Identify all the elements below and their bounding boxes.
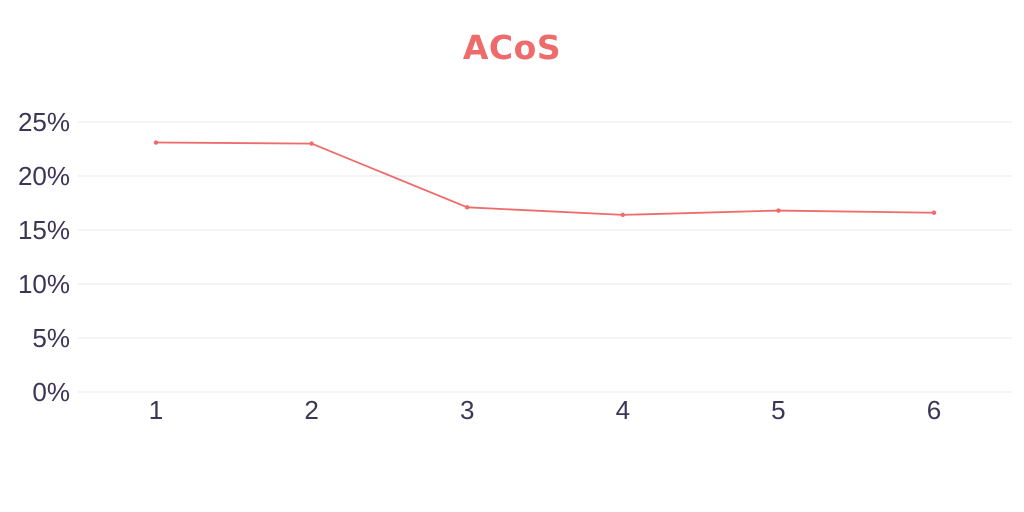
- series-line: [155, 141, 935, 216]
- series-layer: [153, 140, 937, 218]
- y-tick-label: 25%: [18, 107, 70, 137]
- y-tick-label: 5%: [32, 323, 70, 353]
- x-tick-label: 4: [616, 395, 630, 425]
- chart-title: ACoS: [462, 28, 562, 67]
- data-point: [309, 141, 314, 146]
- data-point: [931, 210, 937, 215]
- y-tick-label: 10%: [18, 269, 70, 299]
- x-tick-label: 5: [771, 395, 785, 425]
- x-tick-label: 2: [304, 395, 318, 425]
- x-axis-ticks: 1 2 3 4 5 6: [149, 395, 941, 425]
- grid-lines: [78, 121, 1012, 393]
- data-point: [620, 212, 625, 218]
- y-tick-label: 20%: [18, 161, 70, 191]
- data-point: [465, 205, 470, 210]
- y-axis-ticks: 0% 5% 10% 15% 20% 25%: [18, 107, 70, 407]
- x-tick-label: 3: [460, 395, 474, 425]
- data-point: [153, 140, 159, 145]
- y-tick-label: 0%: [32, 377, 70, 407]
- y-tick-label: 15%: [18, 215, 70, 245]
- x-tick-label: 6: [927, 395, 941, 425]
- x-tick-label: 1: [149, 395, 163, 425]
- data-point: [776, 208, 781, 213]
